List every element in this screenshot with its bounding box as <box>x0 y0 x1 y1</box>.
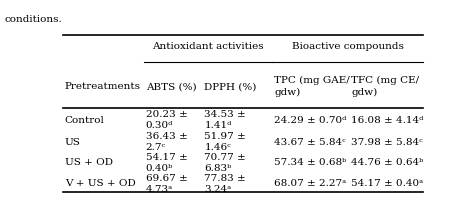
Text: 70.77 ±
6.83ᵇ: 70.77 ± 6.83ᵇ <box>204 153 246 173</box>
Text: 57.34 ± 0.68ᵇ: 57.34 ± 0.68ᵇ <box>274 158 346 167</box>
Text: ABTS (%): ABTS (%) <box>146 82 196 91</box>
Text: Bioactive compounds: Bioactive compounds <box>292 42 403 51</box>
Text: 77.83 ±
3.24ᵃ: 77.83 ± 3.24ᵃ <box>204 174 246 194</box>
Text: V + US + OD: V + US + OD <box>65 180 136 189</box>
Text: 44.76 ± 0.64ᵇ: 44.76 ± 0.64ᵇ <box>351 158 424 167</box>
Text: 24.29 ± 0.70ᵈ: 24.29 ± 0.70ᵈ <box>274 116 346 125</box>
Text: 54.17 ± 0.40ᵃ: 54.17 ± 0.40ᵃ <box>351 180 424 189</box>
Text: 43.67 ± 5.84ᶜ: 43.67 ± 5.84ᶜ <box>274 138 346 147</box>
Text: US: US <box>65 138 81 147</box>
Text: DPPH (%): DPPH (%) <box>204 82 257 91</box>
Text: Pretreatments: Pretreatments <box>65 82 141 91</box>
Text: 20.23 ±
0.30ᵈ: 20.23 ± 0.30ᵈ <box>146 110 187 130</box>
Text: 36.43 ±
2.7ᶜ: 36.43 ± 2.7ᶜ <box>146 132 187 152</box>
Text: 34.53 ±
1.41ᵈ: 34.53 ± 1.41ᵈ <box>204 110 246 130</box>
Text: conditions.: conditions. <box>5 15 63 24</box>
Text: Antioxidant activities: Antioxidant activities <box>152 42 264 51</box>
Text: 37.98 ± 5.84ᶜ: 37.98 ± 5.84ᶜ <box>351 138 423 147</box>
Text: 54.17 ±
0.40ᵇ: 54.17 ± 0.40ᵇ <box>146 153 187 173</box>
Text: US + OD: US + OD <box>65 158 113 167</box>
Text: 51.97 ±
1.46ᶜ: 51.97 ± 1.46ᶜ <box>204 132 246 152</box>
Text: Control: Control <box>65 116 105 125</box>
Text: TFC (mg CE/
gdw): TFC (mg CE/ gdw) <box>351 76 419 97</box>
Text: 68.07 ± 2.27ᵃ: 68.07 ± 2.27ᵃ <box>274 180 346 189</box>
Text: 69.67 ±
4.73ᵃ: 69.67 ± 4.73ᵃ <box>146 174 187 194</box>
Text: 16.08 ± 4.14ᵈ: 16.08 ± 4.14ᵈ <box>351 116 424 125</box>
Text: TPC (mg GAE/
gdw): TPC (mg GAE/ gdw) <box>274 76 350 97</box>
